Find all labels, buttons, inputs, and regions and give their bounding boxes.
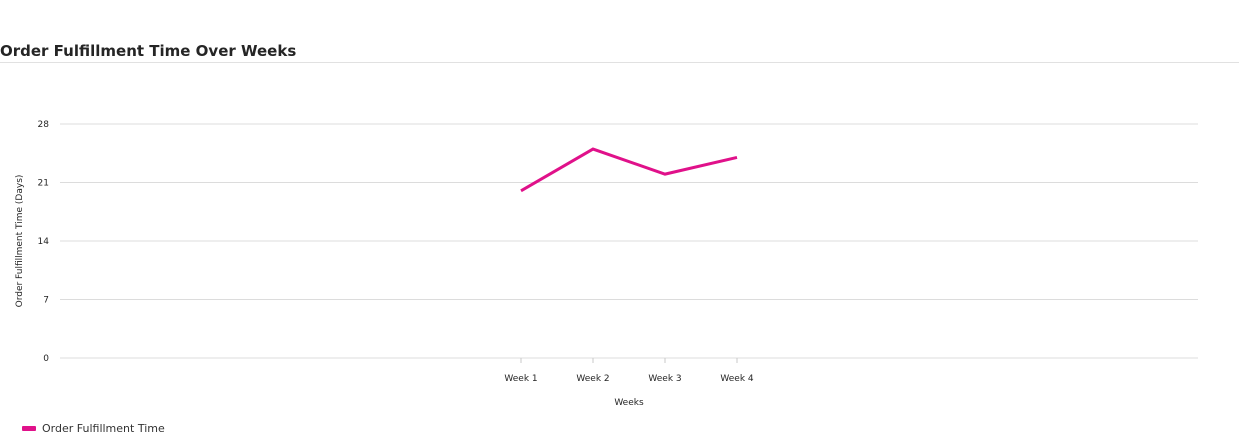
data-point[interactable] <box>733 153 741 161</box>
x-axis-title: Weeks <box>614 398 644 408</box>
legend[interactable]: Order Fulfillment Time <box>22 422 165 435</box>
data-point[interactable] <box>517 187 525 195</box>
y-tick-label: 21 <box>38 179 49 189</box>
series-line-order-fulfillment-time[interactable] <box>520 147 738 193</box>
y-axis-title: Order Fulfillment Time (Days) <box>15 175 25 308</box>
legend-swatch <box>22 426 36 431</box>
chart-title: Order Fulfillment Time Over Weeks <box>0 42 297 60</box>
x-tick-label: Week 3 <box>648 374 681 384</box>
y-tick-label: 0 <box>43 354 49 364</box>
y-tick-label: 14 <box>38 237 50 247</box>
y-tick-label: 7 <box>43 296 49 306</box>
legend-label: Order Fulfillment Time <box>42 422 165 435</box>
y-tick-label: 28 <box>38 120 50 130</box>
data-point[interactable] <box>661 170 669 178</box>
data-point[interactable] <box>589 145 597 153</box>
x-tick-label: Week 4 <box>720 374 754 384</box>
chart-header: Order Fulfillment Time Over Weeks <box>0 40 1239 63</box>
x-tick-label: Week 1 <box>504 374 537 384</box>
x-tick-label: Week 2 <box>576 374 609 384</box>
